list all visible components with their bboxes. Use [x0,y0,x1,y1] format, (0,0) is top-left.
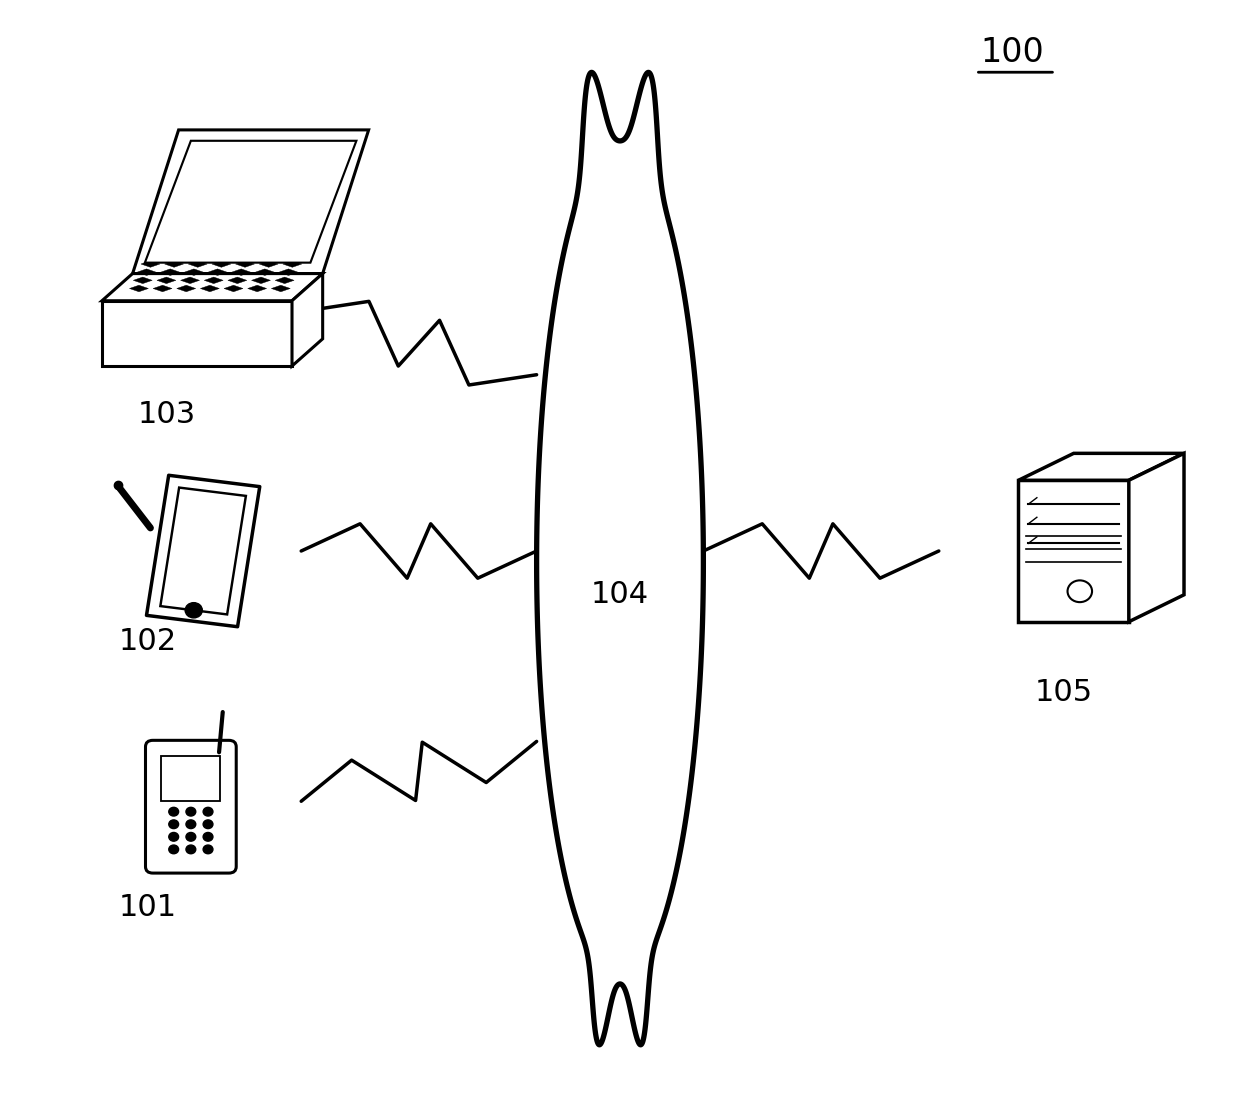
Text: 103: 103 [138,400,196,430]
Polygon shape [153,285,172,292]
Circle shape [169,820,179,829]
Polygon shape [275,277,294,283]
Polygon shape [141,261,160,268]
Polygon shape [224,285,243,292]
Polygon shape [146,475,259,627]
Polygon shape [188,261,207,268]
FancyBboxPatch shape [145,741,237,873]
Polygon shape [145,141,356,262]
Text: 101: 101 [119,894,177,922]
Polygon shape [201,285,219,292]
Polygon shape [177,285,196,292]
Polygon shape [161,269,180,276]
Polygon shape [1018,453,1184,480]
Circle shape [185,603,202,618]
Polygon shape [272,285,290,292]
Polygon shape [252,277,270,283]
Circle shape [186,808,196,817]
Text: 105: 105 [1035,678,1092,707]
Polygon shape [255,269,274,276]
Polygon shape [102,273,322,301]
Circle shape [203,820,213,829]
Text: 104: 104 [591,580,649,609]
Polygon shape [291,273,322,366]
Circle shape [203,832,213,841]
Bar [161,756,221,801]
Circle shape [186,820,196,829]
Circle shape [1068,581,1092,602]
Circle shape [203,845,213,854]
Polygon shape [537,73,703,1045]
Polygon shape [185,269,203,276]
Text: 100: 100 [981,36,1044,69]
Polygon shape [165,261,184,268]
Polygon shape [236,261,254,268]
Polygon shape [248,285,267,292]
Polygon shape [232,269,250,276]
Circle shape [169,808,179,817]
Circle shape [203,808,213,817]
Polygon shape [205,277,223,283]
Polygon shape [1128,453,1184,622]
Polygon shape [228,277,247,283]
Polygon shape [133,130,368,273]
Polygon shape [133,277,153,283]
Polygon shape [283,261,301,268]
Polygon shape [138,269,156,276]
Polygon shape [212,261,231,268]
Text: 102: 102 [119,627,177,656]
Circle shape [169,845,179,854]
Polygon shape [160,487,246,615]
Polygon shape [129,285,149,292]
Circle shape [186,845,196,854]
Circle shape [186,832,196,841]
Circle shape [169,832,179,841]
Polygon shape [279,269,298,276]
Polygon shape [208,269,227,276]
Polygon shape [157,277,176,283]
Polygon shape [102,301,291,366]
Polygon shape [259,261,278,268]
Polygon shape [1018,480,1128,622]
Polygon shape [181,277,200,283]
